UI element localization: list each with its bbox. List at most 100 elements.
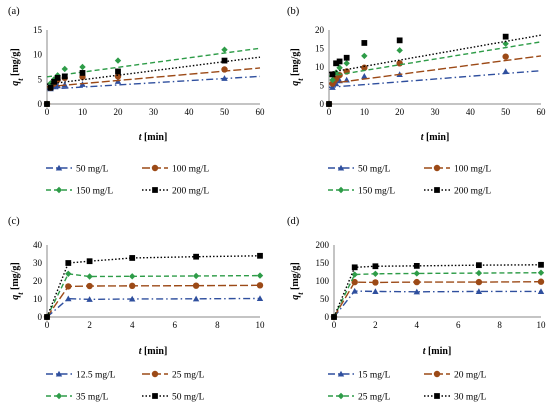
y-tick-label: 0 bbox=[38, 312, 43, 322]
data-point bbox=[79, 63, 86, 71]
legend-marker bbox=[337, 164, 345, 171]
trend-line bbox=[46, 47, 261, 78]
data-point bbox=[396, 37, 403, 44]
legend-label: 20 mg/L bbox=[454, 371, 487, 381]
y-tick-label: 10 bbox=[33, 50, 43, 60]
data-point bbox=[396, 60, 403, 67]
legend-label: 50 mg/L bbox=[172, 393, 205, 403]
data-point bbox=[192, 282, 200, 289]
data-point bbox=[475, 278, 483, 286]
data-point bbox=[502, 40, 509, 47]
legend-marker bbox=[337, 392, 345, 400]
data-point bbox=[65, 260, 72, 266]
data-point bbox=[54, 74, 61, 81]
y-tick-label: 30 bbox=[33, 258, 43, 268]
data-point bbox=[129, 295, 136, 302]
series-line bbox=[333, 264, 542, 318]
data-point bbox=[256, 295, 264, 302]
x-tick-label: 30 bbox=[149, 107, 159, 117]
legend-label: 150 mg/L bbox=[358, 187, 395, 197]
x-tick-label: 20 bbox=[395, 107, 405, 117]
trend-line bbox=[46, 75, 261, 90]
y-tick-label: 150 bbox=[316, 258, 330, 268]
data-point bbox=[256, 272, 264, 279]
y-tick-label: 5 bbox=[320, 81, 325, 91]
legend-label: 150 mg/L bbox=[76, 187, 113, 197]
x-tick-label: 10 bbox=[78, 107, 88, 117]
y-tick-label: 5 bbox=[38, 74, 43, 84]
series-line bbox=[46, 255, 261, 318]
series bbox=[330, 269, 545, 321]
data-point bbox=[329, 84, 336, 90]
data-point bbox=[86, 296, 93, 302]
series bbox=[325, 53, 542, 108]
legend-label: 50 mg/L bbox=[76, 165, 109, 175]
data-point bbox=[476, 262, 482, 269]
legend-marker bbox=[434, 393, 440, 399]
data-point bbox=[361, 73, 368, 79]
legend-marker bbox=[152, 187, 158, 193]
legend-marker bbox=[55, 186, 63, 194]
x-tick-label: 0 bbox=[45, 107, 50, 117]
x-tick-label: 0 bbox=[45, 320, 50, 330]
data-point bbox=[54, 82, 61, 89]
series bbox=[43, 295, 264, 320]
y-tick-label: 200 bbox=[316, 240, 330, 250]
data-point bbox=[351, 287, 358, 294]
trend-line bbox=[328, 34, 542, 74]
data-point bbox=[372, 288, 379, 294]
series bbox=[331, 261, 544, 320]
y-tick-label: 0 bbox=[320, 99, 325, 109]
legend-item: 20 mg/L bbox=[424, 371, 487, 381]
x-tick-label: 40 bbox=[466, 107, 476, 117]
y-tick-label: 10 bbox=[33, 294, 43, 304]
x-axis-title: t [min] bbox=[421, 132, 450, 143]
legend-item: 50 mg/L bbox=[46, 165, 109, 175]
series bbox=[43, 66, 261, 108]
y-tick-label: 50 bbox=[320, 294, 330, 304]
data-point bbox=[351, 278, 358, 286]
data-point bbox=[502, 68, 509, 74]
x-tick-label: 4 bbox=[130, 320, 135, 330]
data-point bbox=[538, 261, 544, 268]
x-axis-title: t [min] bbox=[139, 132, 168, 143]
series bbox=[44, 252, 263, 320]
legend-label: 100 mg/L bbox=[454, 165, 491, 175]
data-point bbox=[372, 270, 379, 277]
y-axis-title: qt [mg/g] bbox=[10, 262, 25, 300]
y-axis-title: qt [mg/g] bbox=[290, 48, 305, 86]
data-point bbox=[221, 66, 228, 73]
data-point bbox=[331, 314, 337, 320]
data-point bbox=[51, 78, 57, 85]
chart-panel: (a) 0 5 10 15 0 10 20 30 40 50 60 t [min] qt [mg/g] 50… bbox=[8, 6, 265, 197]
x-tick-label: 50 bbox=[220, 107, 230, 117]
data-point bbox=[193, 253, 199, 260]
legend-marker bbox=[433, 164, 441, 172]
data-point bbox=[372, 263, 379, 270]
data-point bbox=[333, 60, 339, 67]
panel-label: (b) bbox=[287, 6, 300, 17]
data-point bbox=[343, 54, 350, 61]
data-point bbox=[326, 101, 332, 107]
x-tick-label: 10 bbox=[537, 320, 547, 330]
data-point bbox=[343, 60, 350, 67]
data-point bbox=[86, 273, 93, 280]
series-line bbox=[46, 273, 261, 318]
chart-panel: (d) 0 50 100 150 200 0 2 4 6 8 10 t [min] qt [mg/g] 15… bbox=[287, 216, 546, 403]
data-point bbox=[256, 282, 264, 289]
data-point bbox=[129, 282, 136, 290]
data-point bbox=[475, 269, 483, 277]
data-point bbox=[61, 65, 68, 73]
y-tick-label: 0 bbox=[325, 312, 330, 322]
panel-label: (d) bbox=[287, 216, 300, 227]
series bbox=[330, 287, 545, 320]
series bbox=[325, 68, 542, 107]
series bbox=[326, 33, 542, 107]
x-tick-label: 50 bbox=[501, 107, 511, 117]
data-point bbox=[475, 288, 483, 294]
data-point bbox=[537, 269, 545, 276]
x-tick-label: 6 bbox=[456, 320, 461, 330]
trend-line bbox=[328, 70, 542, 89]
y-tick-label: 10 bbox=[315, 62, 325, 72]
